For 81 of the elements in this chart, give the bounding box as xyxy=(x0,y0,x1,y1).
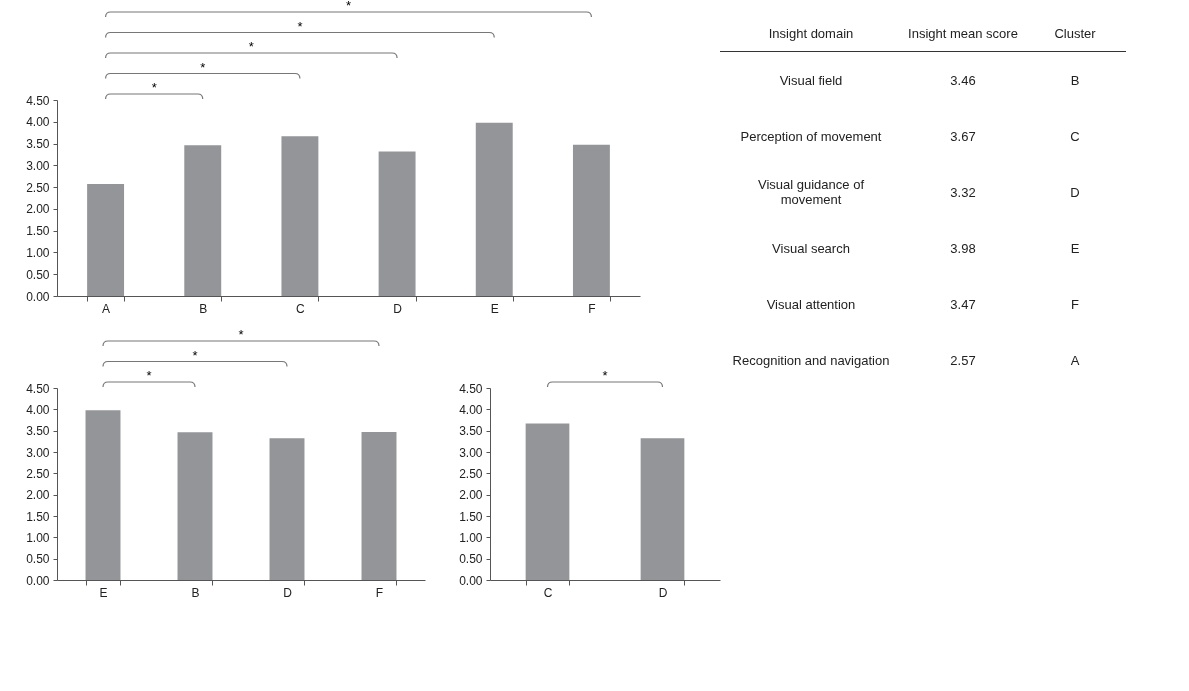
y-tick-label: 0.50 xyxy=(459,552,483,567)
y-tick-label: 2.00 xyxy=(459,488,483,503)
x-tick-label: F xyxy=(588,301,596,316)
y-tick-label: 2.50 xyxy=(26,180,50,195)
y-tick-label: 1.50 xyxy=(459,509,483,524)
y-tick-label: 3.00 xyxy=(26,445,50,460)
bar xyxy=(475,122,513,296)
bar xyxy=(361,431,397,580)
text: * xyxy=(345,0,352,13)
text: 3.32 xyxy=(949,183,977,202)
y-tick-label: 1.00 xyxy=(26,245,50,260)
text: Visual attention xyxy=(765,295,857,314)
bar xyxy=(572,144,610,296)
text: 2.57 xyxy=(949,351,977,370)
bar xyxy=(184,145,222,296)
text: * xyxy=(151,80,157,95)
text: Perception of movement xyxy=(739,127,883,146)
text: * xyxy=(248,39,254,54)
y-tick-label: 2.00 xyxy=(26,488,50,503)
y-tick-label: 4.50 xyxy=(459,381,483,396)
y-tick-label: 4.00 xyxy=(26,115,50,130)
text: A xyxy=(1069,351,1081,370)
text: Insight domain xyxy=(720,22,902,52)
y-tick-label: 3.50 xyxy=(459,424,483,439)
text: 3.98 xyxy=(949,239,977,258)
text: 3.67 xyxy=(949,127,977,146)
x-tick-label: B xyxy=(191,585,200,600)
text: Visual search xyxy=(771,239,851,258)
bar xyxy=(378,151,416,296)
y-tick-label: 0.50 xyxy=(26,552,50,567)
text: * xyxy=(297,18,303,34)
y-tick-label: 1.50 xyxy=(26,509,50,524)
y-tick-label: 2.50 xyxy=(26,466,50,481)
bar xyxy=(281,136,319,296)
x-tick-label: D xyxy=(658,585,668,600)
text: 3.47 xyxy=(949,295,977,314)
text: * xyxy=(238,327,244,342)
y-tick-label: 0.50 xyxy=(26,267,50,282)
text: 3.46 xyxy=(949,71,977,90)
y-tick-label: 3.00 xyxy=(26,158,50,173)
x-tick-label: F xyxy=(375,585,384,600)
x-tick-label: E xyxy=(99,585,108,600)
x-tick-label: A xyxy=(102,301,111,316)
y-tick-label: 4.50 xyxy=(26,381,50,396)
text: Recognition and navigation xyxy=(731,351,891,370)
y-tick-label: 0.00 xyxy=(26,289,50,304)
y-tick-label: 1.00 xyxy=(459,530,483,545)
text: Insight mean score xyxy=(902,22,1024,52)
x-tick-label: C xyxy=(296,301,306,316)
x-tick-label: B xyxy=(199,301,208,316)
text: B xyxy=(1069,71,1081,90)
bar xyxy=(269,438,305,580)
y-tick-label: 1.00 xyxy=(26,530,50,545)
y-tick-label: 2.50 xyxy=(459,466,483,481)
y-tick-label: 1.50 xyxy=(26,224,50,239)
x-tick-label: E xyxy=(490,301,499,316)
x-tick-label: D xyxy=(393,301,403,316)
text: E xyxy=(1069,239,1081,258)
text: * xyxy=(192,347,198,363)
x-tick-label: D xyxy=(283,585,293,600)
y-tick-label: 2.00 xyxy=(26,202,50,217)
text: Cluster xyxy=(1024,22,1126,52)
text: Visual guidance of movement xyxy=(757,176,865,209)
text: * xyxy=(602,368,608,383)
y-tick-label: 4.00 xyxy=(26,402,50,417)
y-tick-label: 3.50 xyxy=(26,424,50,439)
y-tick-label: 0.00 xyxy=(459,573,483,588)
y-tick-label: 3.00 xyxy=(459,445,483,460)
bar xyxy=(85,410,121,580)
bar xyxy=(87,184,125,296)
y-tick-label: 4.50 xyxy=(26,93,50,108)
bar xyxy=(177,432,213,580)
text: Visual field xyxy=(778,71,844,90)
text: * xyxy=(200,59,206,75)
y-tick-label: 3.50 xyxy=(26,137,50,152)
x-tick-label: C xyxy=(543,585,553,600)
text: D xyxy=(1069,183,1081,202)
text: * xyxy=(146,368,152,383)
text: C xyxy=(1069,127,1081,146)
y-tick-label: 0.00 xyxy=(26,573,50,588)
y-tick-label: 4.00 xyxy=(459,402,483,417)
